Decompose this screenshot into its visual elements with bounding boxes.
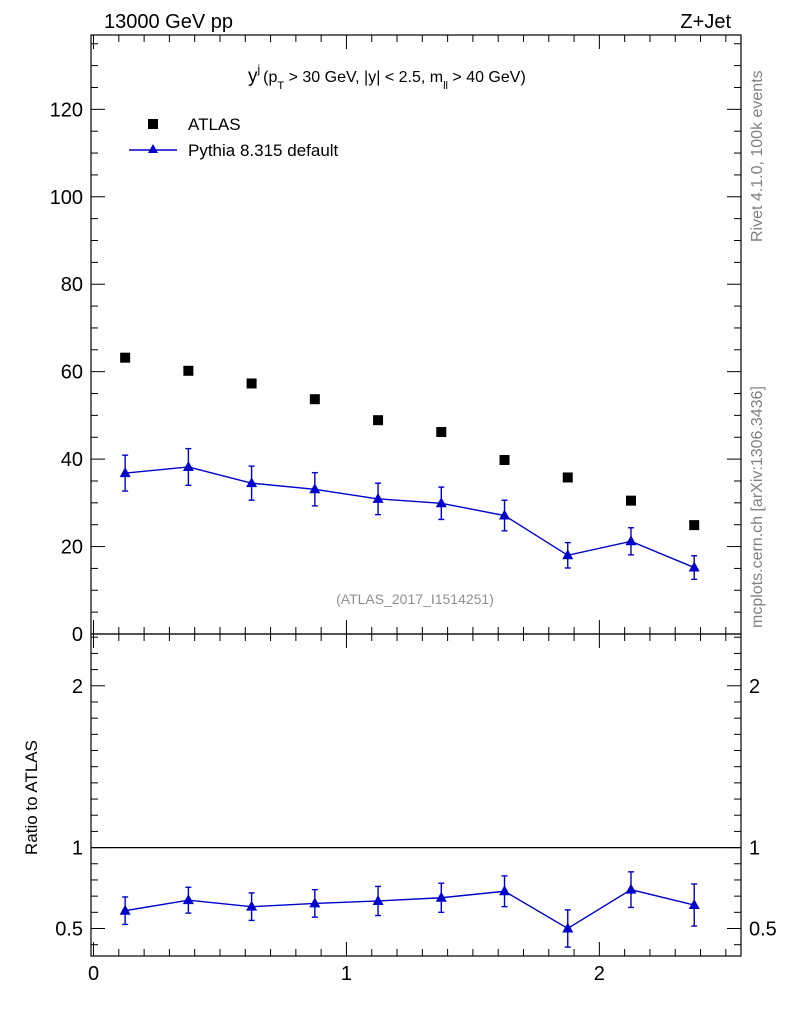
mc-point	[688, 561, 700, 572]
ratio-x-tick-label: 0	[88, 963, 99, 985]
main-axis-ticks: 0 20 40 60 80 100 120	[50, 35, 741, 646]
ratio-point	[562, 922, 574, 933]
main-y-tick-label: 20	[61, 537, 83, 559]
mcplots-label: mcplots.cern.ch [arXiv:1306.3436]	[749, 386, 766, 628]
main-y-tick-label: 120	[50, 99, 83, 121]
ratio-point	[625, 883, 637, 894]
process-label: Z+Jet	[680, 11, 731, 33]
ratio-point	[435, 891, 447, 902]
main-data-marks	[119, 352, 700, 581]
mc-point	[562, 549, 574, 560]
mc-point	[182, 460, 194, 471]
legend-pythia-marker	[148, 144, 158, 153]
ratio-ylabel: Ratio to ATLAS	[22, 740, 41, 855]
ratio-x-tick-label: 2	[594, 963, 605, 985]
analysis-watermark: (ATLAS_2017_I1514251)	[336, 591, 494, 607]
ratio-y-tick-label-right: 0.5	[749, 918, 777, 940]
ratio-point	[309, 897, 321, 908]
main-y-tick-label: 40	[61, 449, 83, 471]
mc-point	[625, 535, 637, 546]
atlas-point	[436, 427, 447, 438]
ratio-y-tick-label-left: 1	[72, 838, 83, 860]
legend-atlas-marker	[148, 119, 158, 129]
energy-label: 13000 GeV pp	[104, 11, 233, 33]
ratio-y-tick-label-left: 2	[72, 676, 83, 698]
atlas-point	[183, 365, 194, 376]
atlas-point	[689, 520, 700, 531]
ratio-point	[119, 904, 131, 915]
atlas-point	[373, 415, 384, 426]
mc-point	[119, 467, 131, 478]
ratio-series-line	[125, 888, 695, 930]
ratio-point	[246, 900, 258, 911]
main-y-tick-label: 60	[61, 362, 83, 384]
mc-point	[372, 492, 384, 503]
ratio-y-tick-label-right: 1	[749, 838, 760, 860]
mc-point	[246, 477, 258, 488]
atlas-point	[562, 472, 573, 483]
ratio-point	[372, 894, 384, 905]
ratio-data-marks	[91, 846, 741, 948]
legend-pythia-label: Pythia 8.315 default	[188, 141, 339, 160]
ratio-y-tick-label-left: 0.5	[55, 918, 83, 940]
ratio-y-tick-label-right: 2	[749, 676, 760, 698]
mc-point	[309, 483, 321, 494]
main-y-tick-label: 0	[72, 624, 83, 646]
mc-series-line	[125, 466, 695, 569]
atlas-point	[246, 378, 257, 389]
atlas-point	[120, 352, 131, 363]
ratio-point	[499, 885, 511, 896]
ratio-point	[182, 894, 194, 905]
atlas-point	[309, 394, 320, 405]
ratio-x-tick-label: 1	[341, 963, 352, 985]
ratio-axis-ticks: 0.5 0.5 1 1 2 2 0 1 2	[55, 634, 777, 985]
main-plot-title: yj (pT > 30 GeV, |y| < 2.5, mll > 40 GeV)	[248, 62, 526, 92]
atlas-point	[625, 495, 636, 506]
mc-point	[499, 509, 511, 520]
legend: ATLAS Pythia 8.315 default	[129, 115, 339, 160]
atlas-point	[499, 454, 510, 465]
main-y-tick-label: 80	[61, 274, 83, 296]
ratio-point	[688, 899, 700, 910]
main-y-tick-label: 100	[50, 187, 83, 209]
ratio-plot-frame	[90, 633, 742, 957]
legend-atlas-label: ATLAS	[188, 115, 241, 134]
mc-point	[435, 497, 447, 508]
rivet-version-label: Rivet 4.1.0, 100k events	[749, 70, 766, 242]
